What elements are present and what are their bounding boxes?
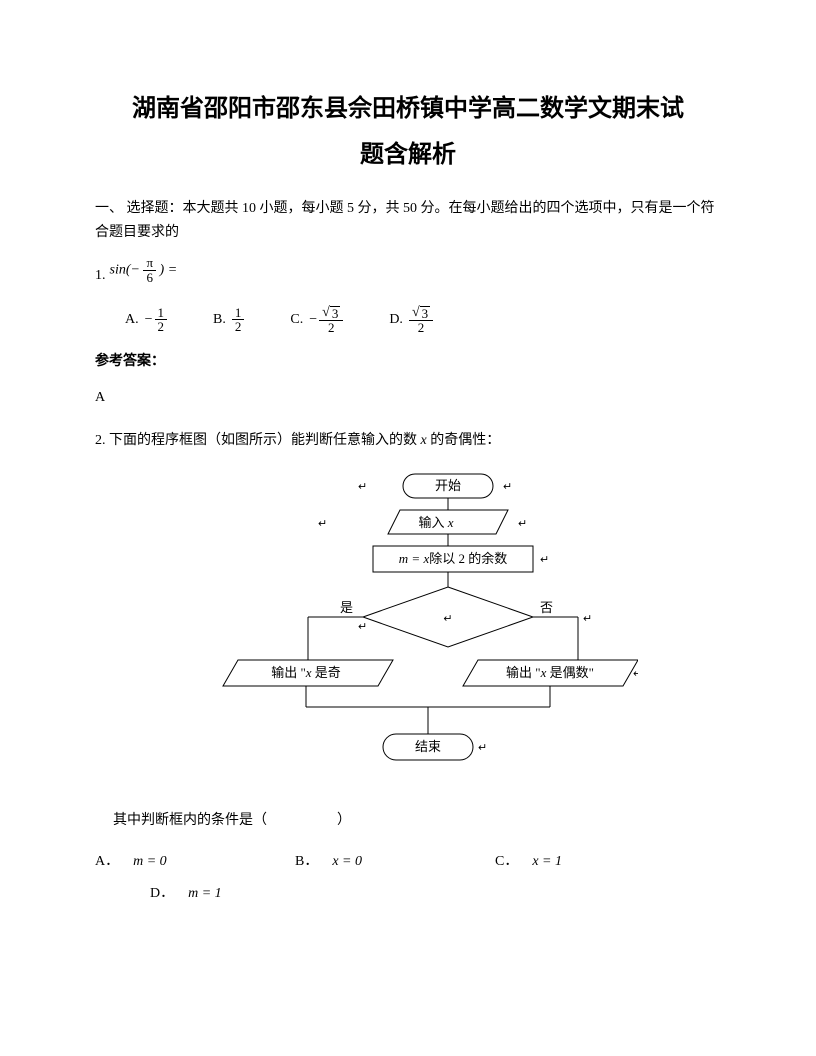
- q1-opt-a-sign: −: [145, 309, 153, 331]
- q1-opt-d-label: D.: [389, 309, 403, 331]
- q2-opt-d: D． m = 1: [150, 883, 721, 905]
- doc-title-line2: 题含解析: [95, 136, 721, 174]
- q2-text1: 下面的程序框图（如图所示）能判断任意输入的数: [109, 433, 417, 448]
- section-heading: 一、 选择题：本大题共 10 小题，每小题 5 分，共 50 分。在每小题给出的…: [95, 197, 721, 245]
- q1-expr-num: π: [143, 256, 156, 271]
- q1-opt-a-frac: 1 2: [155, 306, 168, 334]
- q1-opt-c-sign: −: [309, 309, 317, 331]
- svg-text:↵: ↵: [478, 742, 487, 754]
- svg-text:↵: ↵: [518, 518, 527, 530]
- svg-text:↵: ↵: [443, 613, 452, 625]
- q2-opt-c: C． x = 1: [495, 851, 562, 873]
- q1-opt-b-label: B.: [213, 309, 226, 331]
- q1-expr-frac: π 6: [143, 256, 156, 284]
- q1-opt-d: D. √3 2: [389, 305, 433, 335]
- q2-opt-c-expr: x = 1: [532, 851, 562, 873]
- svg-text:m = x除以 2 的余数: m = x除以 2 的余数: [399, 551, 507, 566]
- q2-opt-d-expr: m = 1: [188, 883, 222, 905]
- q2-opt-b-expr: x = 0: [332, 851, 362, 873]
- q2-options-row1: A． m = 0 B． x = 0 C． x = 1: [95, 851, 721, 873]
- flow-end: 结束: [415, 739, 441, 754]
- q1-answer: A: [95, 387, 721, 409]
- q2-opt-b-label: B．: [295, 851, 318, 873]
- q1-number: 1.: [95, 265, 106, 287]
- flow-no-label: 否: [540, 600, 553, 615]
- svg-text:↵: ↵: [540, 554, 549, 566]
- q1-opt-c: C. − √3 2: [290, 305, 343, 335]
- svg-text:输入 x: 输入 x: [418, 515, 453, 530]
- svg-text:↵: ↵: [583, 613, 592, 625]
- q1-expr-suffix: ) =: [160, 263, 178, 278]
- q1-answer-label: 参考答案：: [95, 351, 721, 373]
- section-heading-text: 一、 选择题：本大题共 10 小题，每小题 5 分，共 50 分。在每小题给出的…: [95, 201, 715, 240]
- q2-opt-a-label: A．: [95, 851, 119, 873]
- q1-opt-c-frac: √3 2: [319, 305, 343, 335]
- q1-opt-a: A. − 1 2: [125, 306, 167, 334]
- q2-opt-a-expr: m = 0: [133, 851, 167, 873]
- flow-start: 开始: [435, 478, 461, 493]
- flow-yes-label: 是: [340, 600, 353, 615]
- q1-opt-a-label: A.: [125, 309, 139, 331]
- doc-title-line1: 湖南省邵阳市邵东县佘田桥镇中学高二数学文期末试: [95, 90, 721, 128]
- q2-opt-d-label: D．: [150, 883, 174, 905]
- q1-row: 1. sin(− π 6 ) =: [95, 262, 721, 290]
- q2-number: 2.: [95, 433, 106, 448]
- flowchart-diagram: 开始 ↵ ↵ 输入 x ↵ ↵ m = x除以 2 的余数 ↵ ↵ 是 ↵ 否 …: [178, 472, 638, 782]
- q1-opt-d-frac: √3 2: [409, 305, 433, 335]
- q2-var: x: [421, 433, 427, 448]
- q2-opt-b: B． x = 0: [295, 851, 495, 873]
- svg-text:输出 "x 是奇: 输出 "x 是奇: [271, 665, 341, 680]
- q1-opt-c-label: C.: [290, 309, 303, 331]
- q2-text2: 的奇偶性：: [430, 433, 500, 448]
- svg-text:↵: ↵: [633, 668, 638, 680]
- svg-text:↵: ↵: [358, 621, 367, 633]
- svg-text:↵: ↵: [318, 518, 327, 530]
- q2-opt-c-label: C．: [495, 851, 518, 873]
- q2-row: 2. 下面的程序框图（如图所示）能判断任意输入的数 x 的奇偶性：: [95, 430, 721, 452]
- svg-text:↵: ↵: [503, 481, 512, 493]
- q1-options: A. − 1 2 B. 1 2 C. − √3 2 D. √3 2: [125, 305, 721, 335]
- q1-expr-prefix: sin(−: [110, 263, 140, 278]
- svg-text:输出 "x 是偶数": 输出 "x 是偶数": [506, 665, 594, 680]
- q1-opt-b-frac: 1 2: [232, 306, 245, 334]
- q2-opt-a: A． m = 0: [95, 851, 295, 873]
- svg-text:↵: ↵: [358, 481, 367, 493]
- q2-prompt: 其中判断框内的条件是（ ）: [113, 810, 721, 832]
- q1-opt-b: B. 1 2: [213, 306, 244, 334]
- q1-expr-den: 6: [143, 271, 156, 285]
